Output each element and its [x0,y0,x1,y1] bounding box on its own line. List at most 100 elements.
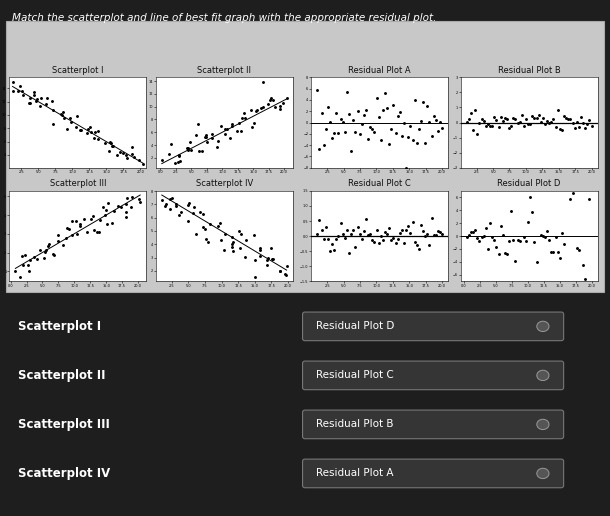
Point [42,94,52,103]
Point [425,240,434,249]
Point [468,126,478,134]
Point [331,109,341,117]
Text: Residual Plot C: Residual Plot C [316,370,393,380]
Point [361,106,371,115]
Point [384,224,394,232]
Point [376,231,386,239]
Point [56,110,66,119]
Point [65,225,74,233]
Point [250,255,260,264]
Point [344,249,354,257]
Point [41,100,51,108]
Point [538,232,548,240]
Point [255,252,265,261]
Point [82,228,92,236]
Point [263,254,273,262]
Point [319,234,329,243]
Point [519,122,529,130]
Point [71,217,81,225]
Point [93,135,103,143]
Point [135,156,145,164]
Point [10,267,20,276]
Point [234,119,244,127]
Point [25,256,35,264]
Point [570,124,580,132]
Point [568,189,578,198]
Point [331,235,341,243]
Point [346,230,356,238]
Point [220,125,229,134]
Point [336,219,345,228]
Point [40,254,49,263]
Point [134,195,144,203]
Point [58,108,68,116]
Point [126,202,136,211]
Point [363,135,373,143]
Point [481,224,490,233]
Point [247,123,257,132]
Point [397,226,407,234]
Point [561,114,571,122]
Point [275,267,285,275]
Point [407,218,417,226]
Point [500,249,510,257]
Point [267,94,276,102]
Point [53,237,63,245]
Point [357,120,367,128]
Point [187,146,196,154]
Point [100,139,110,147]
Point [323,235,333,243]
Point [547,248,556,256]
Point [31,96,41,105]
Point [496,222,506,231]
Point [489,236,499,244]
Point [32,255,41,263]
Point [418,98,428,106]
Point [207,134,217,142]
Point [340,127,350,136]
Point [8,77,18,86]
Point [201,235,211,243]
Point [188,208,198,217]
Point [393,112,403,120]
Point [43,241,53,250]
Point [565,195,575,203]
Point [185,138,195,147]
Point [353,223,362,232]
Point [262,256,272,264]
Point [584,195,594,203]
Text: Residual Plot D: Residual Plot D [316,321,394,331]
Point [184,146,193,154]
Point [555,124,565,133]
Point [476,115,486,123]
Point [249,231,259,239]
Point [67,231,77,239]
Point [198,223,208,231]
Point [348,226,358,234]
Point [232,127,242,135]
Point [15,273,24,281]
Point [282,94,292,103]
Point [540,120,550,128]
Point [538,115,548,123]
Point [483,120,493,128]
Text: Residual Plot A: Residual Plot A [316,469,393,478]
Point [525,193,535,201]
Point [511,256,520,265]
Point [35,246,45,254]
Point [157,196,167,204]
Point [529,114,539,122]
Point [88,212,98,220]
Point [547,118,556,126]
Point [334,232,343,240]
Point [410,238,420,246]
Point [401,225,411,234]
Point [101,206,111,214]
Point [258,77,268,86]
Point [423,102,432,110]
Point [73,230,82,238]
Point [532,114,542,122]
Point [118,149,128,157]
Point [241,236,251,244]
Point [493,123,503,131]
